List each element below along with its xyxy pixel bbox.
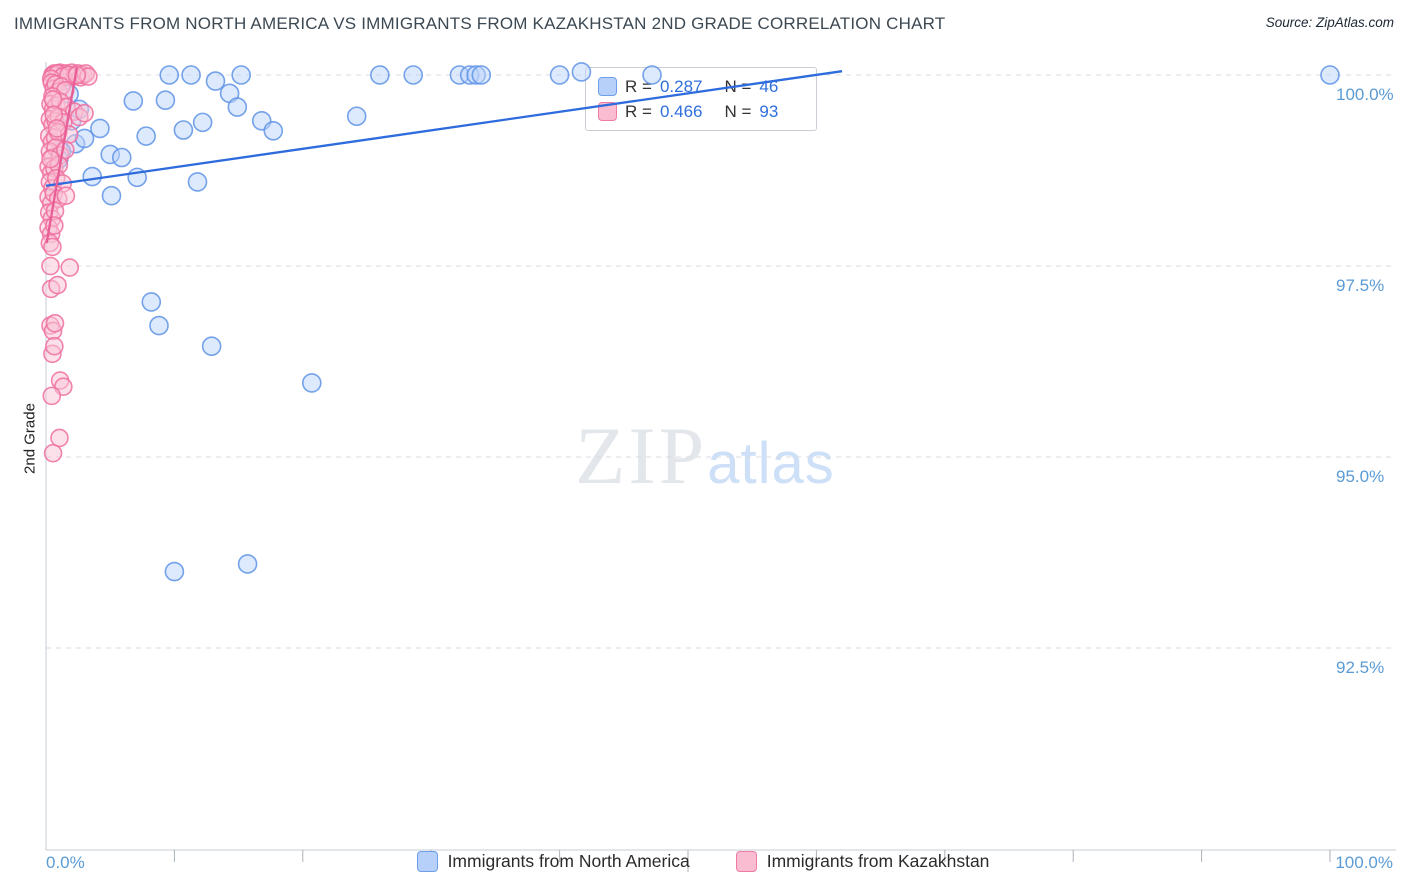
n-label: N = bbox=[724, 101, 752, 121]
correlation-stats-box: R = 0.287 N = 46 R = 0.466 N = 93 bbox=[585, 67, 817, 131]
source-attribution: Source: ZipAtlas.com bbox=[1265, 15, 1394, 30]
legend-label-kazakhstan: Immigrants from Kazakhstan bbox=[766, 851, 990, 871]
r-value: 0.287 bbox=[659, 76, 703, 96]
watermark-atlas-text: atlas bbox=[707, 431, 835, 496]
x-axis-min-label: 0.0% bbox=[46, 853, 85, 872]
kazakhstan-swatch bbox=[735, 851, 757, 872]
y-tick-label-97-5: 97.5% bbox=[1336, 276, 1385, 295]
stats-row-kazakhstan: R = 0.466 N = 93 bbox=[598, 102, 804, 122]
y-tick-label-100: 100.0% bbox=[1336, 85, 1394, 104]
watermark-zip-text: ZIP bbox=[575, 410, 708, 501]
kazakhstan-swatch bbox=[598, 102, 617, 121]
legend-label-north-america: Immigrants from North America bbox=[447, 851, 690, 871]
north-america-swatch bbox=[598, 77, 617, 96]
watermark: ZIPatlas bbox=[575, 409, 835, 503]
chart-title: IMMIGRANTS FROM NORTH AMERICA VS IMMIGRA… bbox=[14, 14, 946, 33]
y-tick-label-95: 95.0% bbox=[1336, 467, 1385, 486]
legend-item-kazakhstan: Immigrants from Kazakhstan bbox=[735, 851, 990, 872]
r-label: R = bbox=[625, 76, 652, 96]
legend-item-north-america: Immigrants from North America bbox=[416, 851, 690, 872]
r-value: 0.466 bbox=[659, 101, 703, 121]
x-axis-max-label: 100.0% bbox=[1335, 853, 1393, 872]
north-america-swatch bbox=[416, 851, 438, 872]
r-label: R = bbox=[625, 101, 652, 121]
n-value: 93 bbox=[759, 101, 779, 121]
series-legend: Immigrants from North America Immigrants… bbox=[0, 851, 1406, 872]
y-tick-label-92-5: 92.5% bbox=[1336, 658, 1385, 677]
n-label: N = bbox=[724, 76, 752, 96]
n-value: 46 bbox=[759, 76, 779, 96]
stats-row-north-america: R = 0.287 N = 46 bbox=[598, 77, 804, 97]
